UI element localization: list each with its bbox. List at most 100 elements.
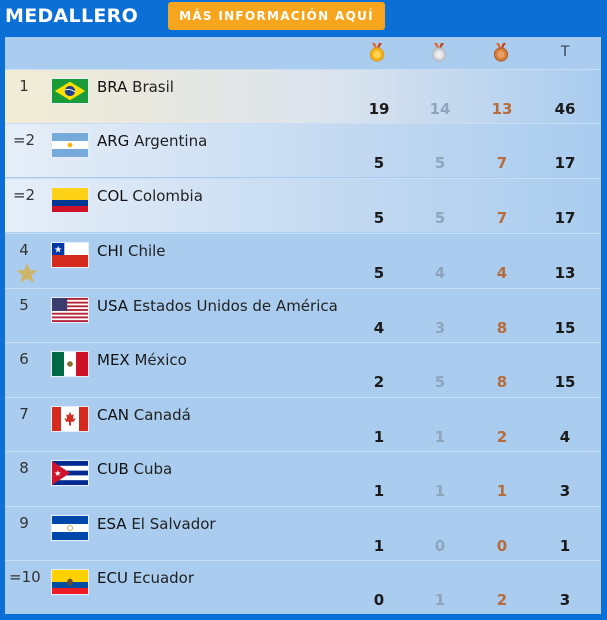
column-header: T: [5, 37, 601, 69]
silver-count: 3: [434, 319, 446, 337]
rank: 4: [19, 241, 29, 259]
flag-chile-icon: [51, 242, 89, 268]
country-code: CAN: [97, 406, 129, 424]
table-row[interactable]: 4 CHI Chile 5 4 4 13: [5, 233, 601, 287]
rank: 5: [19, 296, 29, 314]
country-name: CUB Cuba: [97, 460, 172, 478]
silver-count: 0: [434, 537, 446, 555]
country-label: Ecuador: [132, 569, 195, 587]
bronze-count: 4: [496, 264, 508, 282]
bronze-count: 0: [496, 537, 508, 555]
table-row[interactable]: 7 CAN Canadá 1 1 2 4: [5, 397, 601, 451]
total-count: 1: [559, 537, 571, 555]
gold-count: 2: [373, 373, 385, 391]
gold-count: 5: [373, 264, 385, 282]
table-row[interactable]: 6 MEX México 2 5 8 15: [5, 342, 601, 396]
gold-count: 1: [373, 428, 385, 446]
rank: =2: [12, 186, 36, 204]
country-name: USA Estados Unidos de América: [97, 297, 338, 315]
page-header: MEDALLERO MÁS INFORMACIÓN AQUÍ: [0, 0, 607, 34]
flag-mexico-icon: [51, 351, 89, 377]
total-column-header: T: [560, 44, 570, 60]
total-count: 3: [559, 482, 571, 500]
bronze-count: 7: [496, 209, 508, 227]
gold-count: 5: [373, 209, 385, 227]
table-row[interactable]: 5 USA Estados Unidos de América 4 3 8 15: [5, 288, 601, 342]
country-code: COL: [97, 187, 128, 205]
silver-count: 1: [434, 428, 446, 446]
country-label: Chile: [127, 242, 166, 260]
country-name: ESA El Salvador: [97, 515, 216, 533]
silver-count: 5: [434, 209, 446, 227]
table-row[interactable]: =2 COL Colombia 5 5 7 17: [5, 178, 601, 232]
table-row[interactable]: =10 ECU Ecuador 0 1 2 3: [5, 560, 601, 614]
rank: 7: [19, 405, 29, 423]
flag-argentina-icon: [51, 132, 89, 158]
rank: 1: [19, 77, 29, 95]
country-name: COL Colombia: [97, 187, 203, 205]
silver-count: 1: [434, 482, 446, 500]
total-count: 17: [554, 209, 576, 227]
gold-count: 19: [368, 100, 390, 118]
rank: 8: [19, 459, 29, 477]
bronze-medal-icon: [493, 43, 509, 62]
country-name: MEX México: [97, 351, 187, 369]
country-code: CUB: [97, 460, 129, 478]
bronze-count: 7: [496, 154, 508, 172]
rank: 9: [19, 514, 29, 532]
country-label: Brasil: [132, 78, 174, 96]
flag-usa-icon: [51, 297, 89, 323]
country-label: El Salvador: [131, 515, 216, 533]
flag-ecuador-icon: [51, 569, 89, 595]
country-label: Cuba: [133, 460, 173, 478]
rank: =10: [9, 568, 41, 586]
bronze-count: 8: [496, 319, 508, 337]
rank: =2: [12, 131, 36, 149]
gold-count: 5: [373, 154, 385, 172]
total-count: 17: [554, 154, 576, 172]
gold-medal-icon: [369, 43, 385, 62]
bronze-count: 1: [496, 482, 508, 500]
medal-table: T 1 BRA Brasil 19 14 13 46 =2 ARG Argent…: [5, 37, 601, 614]
page-title: MEDALLERO: [5, 5, 139, 27]
silver-count: 5: [434, 373, 446, 391]
country-code: ESA: [97, 515, 127, 533]
bronze-count: 2: [496, 591, 508, 609]
total-count: 46: [554, 100, 576, 118]
flag-brazil-icon: [51, 78, 89, 104]
table-row[interactable]: 9 ESA El Salvador 1 0 0 1: [5, 506, 601, 560]
total-count: 4: [559, 428, 571, 446]
country-code: BRA: [97, 78, 128, 96]
rank: 6: [19, 350, 29, 368]
country-name: ARG Argentina: [97, 132, 207, 150]
silver-count: 14: [429, 100, 451, 118]
total-count: 13: [554, 264, 576, 282]
more-info-button[interactable]: MÁS INFORMACIÓN AQUÍ: [168, 2, 385, 30]
gold-count: 1: [373, 537, 385, 555]
country-code: USA: [97, 297, 129, 315]
table-row[interactable]: 8 CUB Cuba 1 1 1 3: [5, 451, 601, 505]
country-label: Canadá: [133, 406, 191, 424]
gold-count: 0: [373, 591, 385, 609]
bronze-count: 2: [496, 428, 508, 446]
table-row[interactable]: 1 BRA Brasil 19 14 13 46: [5, 69, 601, 123]
bronze-count: 13: [491, 100, 513, 118]
flag-canada-icon: [51, 406, 89, 432]
country-name: ECU Ecuador: [97, 569, 194, 587]
gold-count: 4: [373, 319, 385, 337]
country-code: ECU: [97, 569, 128, 587]
flag-el-salvador-icon: [51, 515, 89, 541]
country-label: México: [134, 351, 187, 369]
silver-count: 4: [434, 264, 446, 282]
country-label: Argentina: [134, 132, 208, 150]
country-name: CHI Chile: [97, 242, 166, 260]
silver-count: 5: [434, 154, 446, 172]
flag-cuba-icon: [51, 460, 89, 486]
country-label: Estados Unidos de América: [132, 297, 338, 315]
total-count: 15: [554, 319, 576, 337]
country-code: MEX: [97, 351, 130, 369]
table-row[interactable]: =2 ARG Argentina 5 5 7 17: [5, 123, 601, 177]
gold-count: 1: [373, 482, 385, 500]
country-name: CAN Canadá: [97, 406, 191, 424]
country-label: Colombia: [132, 187, 203, 205]
